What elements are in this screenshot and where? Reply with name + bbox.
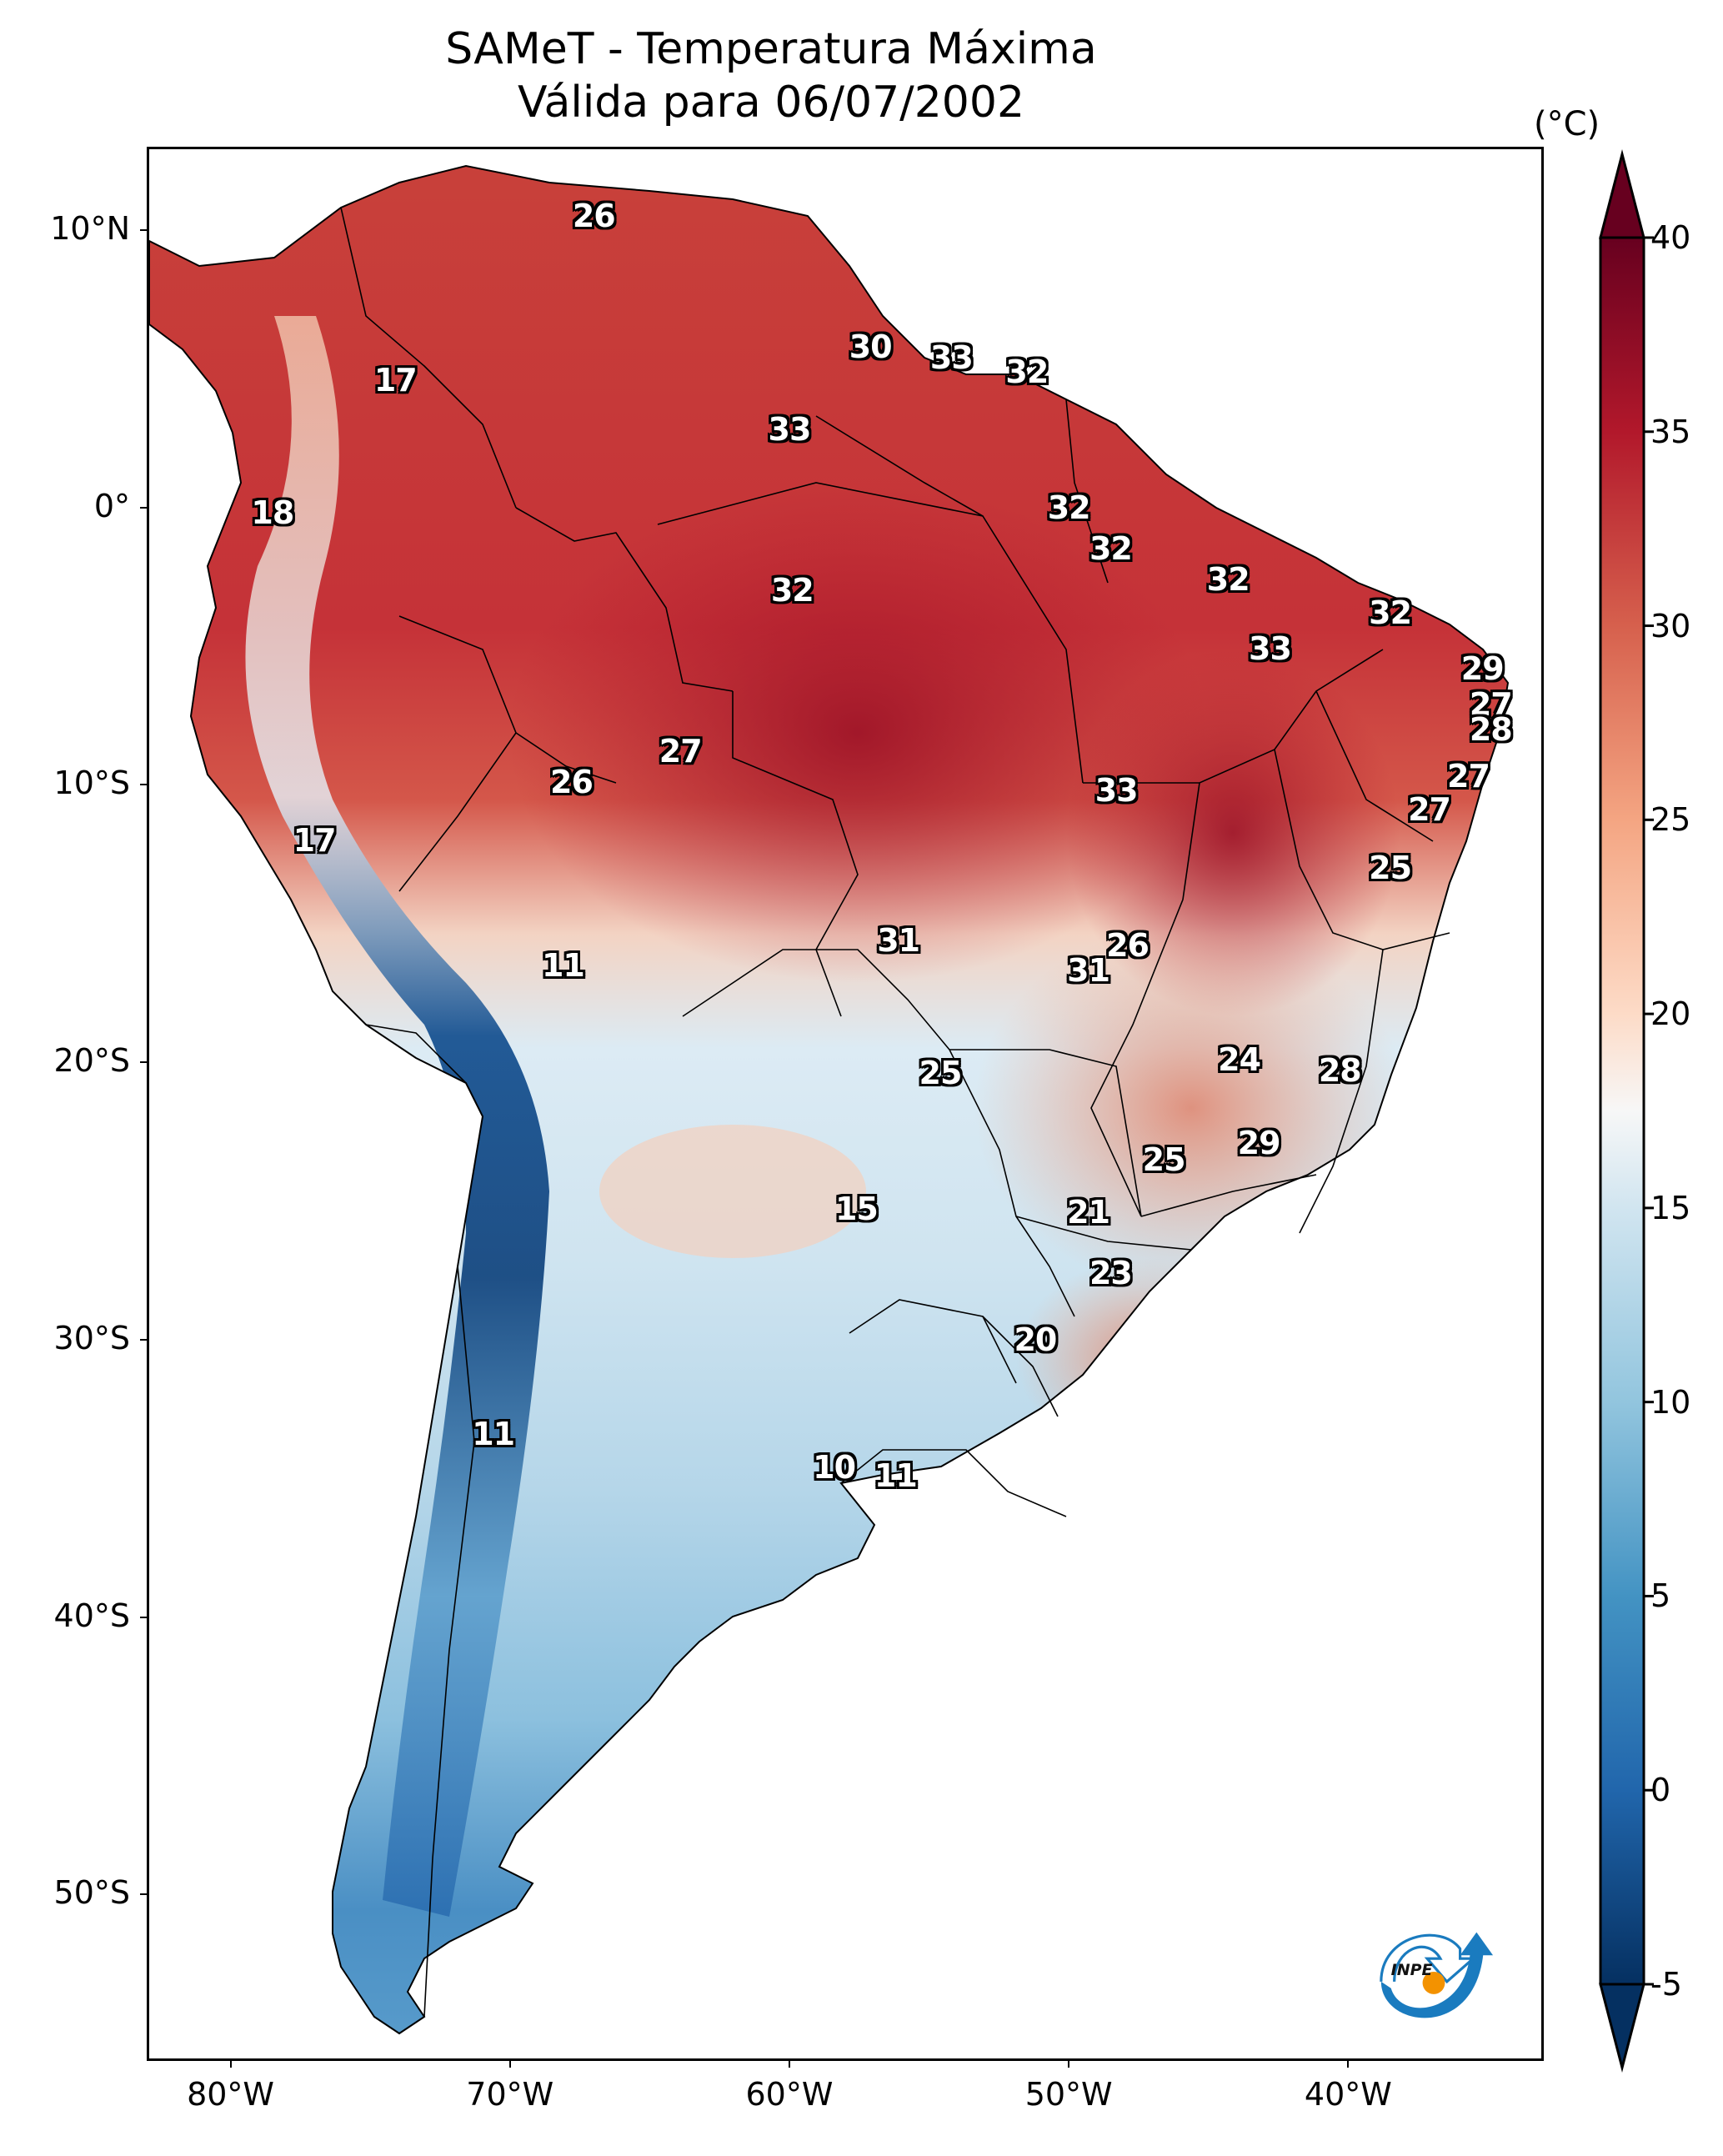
temperature-annotation: 17 [373, 361, 418, 399]
colorbar-tick-label: 25 [1650, 801, 1691, 839]
temperature-annotation: 33 [929, 338, 974, 376]
temperature-annotation: 32 [1089, 530, 1133, 568]
colorbar-unit-label: (°C) [1534, 105, 1600, 143]
temperature-annotation: 33 [768, 411, 812, 449]
temperature-annotation: 25 [1369, 850, 1412, 887]
colorbar-tick-label: 0 [1650, 1772, 1671, 1809]
temperature-annotation: 33 [1094, 771, 1139, 809]
colorbar-gradient [1600, 238, 1644, 1984]
colorbar-tick-label: 40 [1650, 219, 1691, 256]
lat-tick-mark [140, 1893, 147, 1896]
lon-tick-label: 50°W [1024, 2076, 1113, 2113]
lat-tick-mark [140, 1338, 147, 1341]
temperature-annotation: 15 [834, 1191, 879, 1228]
lon-tick-label: 40°W [1304, 2076, 1392, 2113]
logo-orange-dot [1422, 1972, 1445, 1994]
lat-tick-mark [140, 784, 147, 786]
temperature-annotation: 25 [919, 1055, 963, 1092]
temperature-annotation: 28 [1318, 1052, 1362, 1090]
lat-tick-mark [140, 506, 147, 509]
lon-tick-mark [1347, 2061, 1350, 2068]
colorbar-tick-label: 10 [1650, 1383, 1691, 1421]
temperature-annotation: 26 [550, 764, 594, 800]
lat-tick-label: 40°S [53, 1597, 130, 1634]
colorbar [1599, 149, 1654, 2073]
temperature-annotation: 31 [1067, 952, 1110, 990]
colorbar-outline [1599, 236, 1645, 1986]
logo-text: INPE [1391, 1961, 1433, 1979]
colorbar-extend-min-arrow [1599, 1983, 1645, 2073]
temperature-annotation: 27 [1469, 685, 1513, 723]
temperature-annotation: 11 [541, 946, 585, 984]
temperature-annotation: 21 [1067, 1193, 1110, 1231]
temperature-annotation: 28 [1469, 710, 1513, 748]
chart-subtitle: Válida para 06/07/2002 [517, 78, 1025, 128]
temperature-annotation: 31 [877, 921, 920, 959]
lat-tick-mark [140, 228, 147, 231]
temperature-annotation: 11 [874, 1457, 918, 1494]
lon-tick-mark [788, 2061, 790, 2068]
map-plot-area [147, 147, 1544, 2061]
lat-tick-label: 30°S [53, 1319, 130, 1356]
colorbar-tick-label: 5 [1650, 1577, 1671, 1615]
temperature-annotation: 29 [1237, 1124, 1281, 1161]
lon-tick-label: 70°W [466, 2076, 554, 2113]
temperature-field [149, 166, 1508, 2033]
temperature-annotation: 18 [251, 494, 294, 532]
temperature-annotation: 32 [1369, 594, 1412, 632]
lon-tick-mark [508, 2061, 511, 2068]
temperature-annotation: 32 [1047, 489, 1091, 526]
colorbar-extend-max-arrow [1599, 149, 1645, 239]
lat-tick-label: 50°S [53, 1874, 130, 1912]
logo-swoosh [1380, 1932, 1494, 2018]
temperature-annotation: 32 [770, 572, 814, 609]
lon-tick-mark [1068, 2061, 1070, 2068]
temperature-annotation: 17 [293, 821, 337, 859]
temperature-annotation: 24 [1218, 1040, 1261, 1078]
colorbar-tick-label: 30 [1650, 607, 1691, 644]
temperature-annotation: 32 [1005, 353, 1049, 390]
colorbar-tick-label: 35 [1650, 413, 1691, 450]
lat-tick-label: 20°S [53, 1042, 130, 1080]
lat-tick-mark [140, 1616, 147, 1618]
temperature-annotation: 27 [1447, 758, 1490, 795]
colorbar-tick-label: -5 [1650, 1966, 1682, 2003]
temperature-annotation: 30 [849, 328, 893, 365]
temperature-annotation: 23 [1089, 1254, 1133, 1291]
temperature-annotation: 32 [1206, 561, 1250, 599]
temperature-annotation: 33 [1249, 630, 1292, 668]
temperature-annotation: 26 [1106, 927, 1150, 965]
lat-tick-label: 10°S [53, 765, 130, 802]
colorbar-tick-label: 15 [1650, 1189, 1691, 1226]
lon-tick-mark [229, 2061, 232, 2068]
temperature-map [149, 165, 1509, 2034]
temperature-annotation: 25 [1142, 1141, 1186, 1178]
temperature-annotation: 29 [1460, 649, 1505, 687]
lat-tick-mark [140, 1061, 147, 1064]
temperature-annotation: 10 [813, 1448, 856, 1486]
temperature-annotation: 26 [572, 198, 616, 235]
lat-tick-label: 0° [93, 487, 130, 524]
temperature-annotation: 27 [659, 733, 703, 770]
chart-title: SAMeT - Temperatura Máxima [445, 24, 1097, 74]
inpe-logo: INPE [1380, 1932, 1494, 2018]
political-boundaries [340, 207, 1450, 2018]
lon-tick-label: 60°W [745, 2076, 834, 2113]
logo-arrow-outline [1380, 1933, 1477, 1984]
temperature-annotation: 27 [1408, 791, 1451, 829]
colorbar-tick-label: 20 [1650, 995, 1691, 1033]
temperature-annotation: 11 [472, 1415, 515, 1452]
lat-tick-label: 10°N [50, 209, 130, 247]
lon-tick-label: 80°W [187, 2076, 275, 2113]
temperature-annotation: 20 [1014, 1321, 1057, 1358]
